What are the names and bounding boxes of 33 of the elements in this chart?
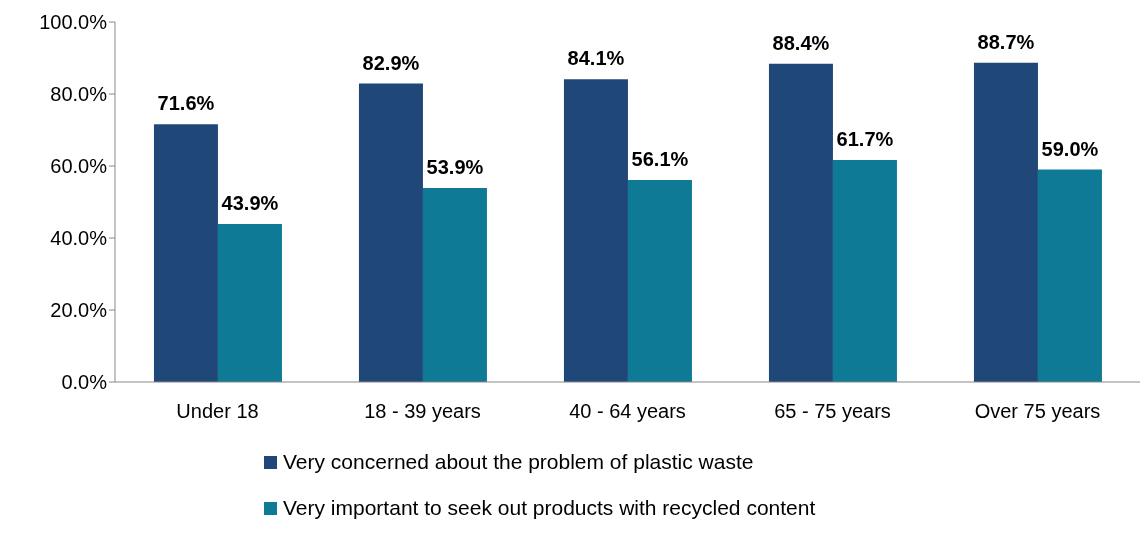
data-label: 71.6% — [157, 92, 215, 115]
y-tick-label: 40.0% — [50, 227, 108, 250]
x-tick-label: Over 75 years — [974, 400, 1101, 423]
bar — [1037, 169, 1102, 382]
data-label: 88.7% — [977, 30, 1035, 53]
y-tick-label: 100.0% — [39, 11, 108, 34]
y-tick-label: 60.0% — [50, 155, 108, 178]
y-tick-label: 20.0% — [50, 299, 108, 322]
data-label: 88.4% — [772, 31, 830, 54]
data-label: 53.9% — [426, 155, 484, 178]
y-tick-label: 0.0% — [61, 371, 108, 394]
bar — [973, 62, 1038, 382]
bar — [563, 79, 628, 382]
data-label: 59.0% — [1041, 137, 1099, 160]
x-tick-label: Under 18 — [176, 400, 259, 423]
bar — [153, 124, 218, 382]
data-label: 82.9% — [362, 51, 420, 74]
legend-label: Very concerned about the problem of plastic waste — [283, 450, 754, 474]
data-label: 43.9% — [221, 191, 279, 214]
legend-label: Very important to seek out products with recycled content — [283, 496, 816, 520]
bar — [217, 223, 282, 382]
bar — [358, 83, 423, 382]
x-tick-label: 40 - 64 years — [569, 400, 686, 423]
data-label: 61.7% — [836, 127, 894, 150]
bar — [832, 159, 897, 382]
y-tick-label: 80.0% — [50, 83, 108, 106]
data-label: 84.1% — [567, 47, 625, 70]
x-tick-label: 65 - 75 years — [774, 400, 891, 423]
bar — [422, 187, 487, 382]
data-label: 56.1% — [631, 148, 689, 171]
bar — [768, 63, 833, 382]
bar — [627, 180, 692, 382]
x-tick-label: 18 - 39 years — [364, 400, 481, 423]
